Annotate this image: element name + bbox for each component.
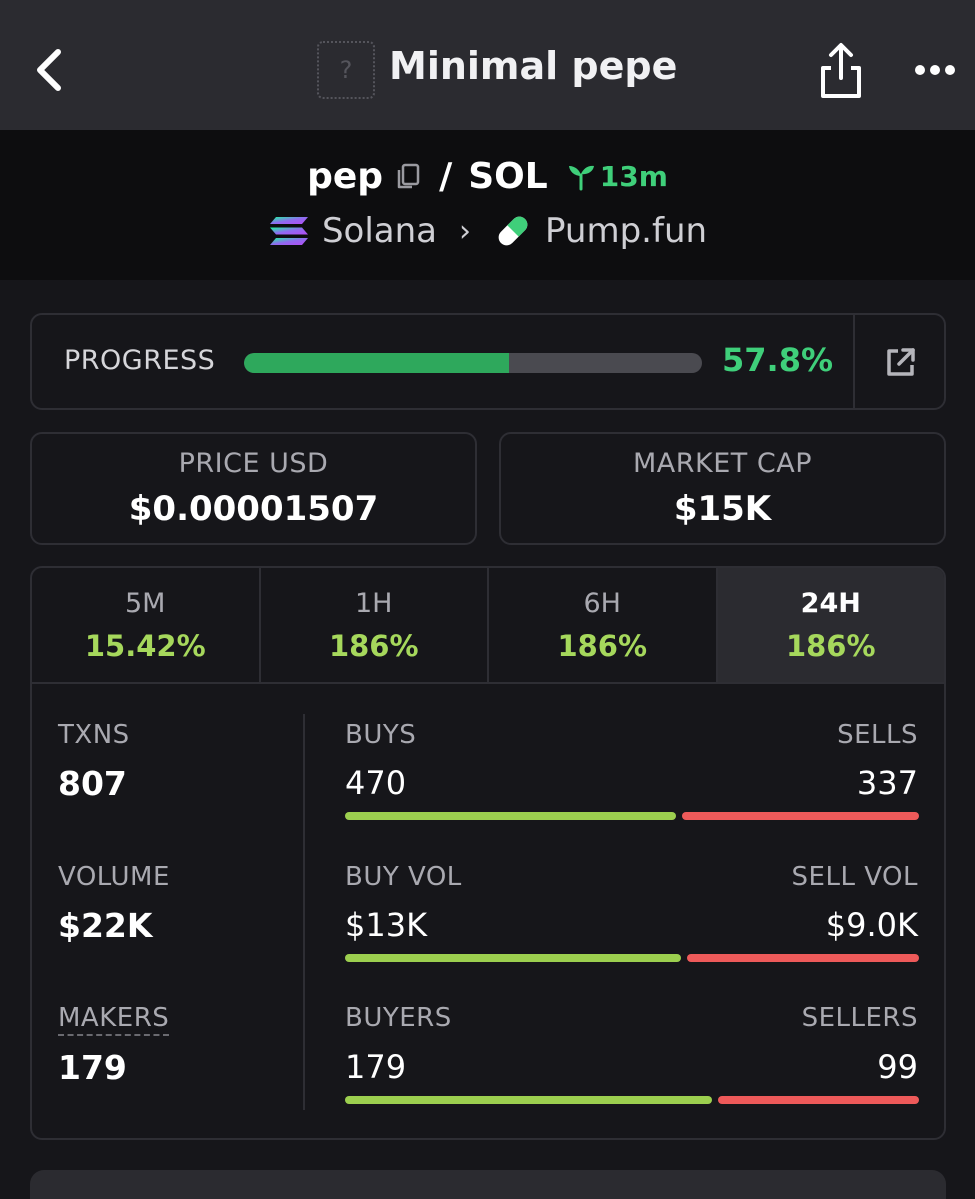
volume-label: VOLUME [58, 862, 170, 892]
tab-price-change: 186% [785, 629, 876, 663]
progress-label: PROGRESS [64, 345, 216, 376]
timeframe-tabs: 5M 15.42% 1H 186% 6H 186% 24H 186% [32, 568, 944, 684]
token-image-placeholder: ? [317, 41, 375, 99]
tab-24h[interactable]: 24H 186% [717, 568, 944, 682]
txns-label: TXNS [58, 720, 130, 750]
stats-divider [303, 714, 305, 1110]
makers-value: 179 [58, 1048, 127, 1087]
buyers-bar [345, 1096, 712, 1104]
buyers-value: 179 [345, 1048, 407, 1086]
pair-quote-symbol: SOL [468, 155, 548, 197]
market-cap-value: $15K [673, 489, 772, 529]
makers-label[interactable]: MAKERS [58, 1003, 170, 1036]
pair-age: 13m [566, 160, 668, 193]
sell-vol-value: $9.0K [825, 906, 918, 944]
tab-label: 6H [583, 588, 621, 619]
pair-base-symbol: pep [307, 155, 384, 197]
market-cap-label: MARKET CAP [633, 448, 812, 479]
sell-vol-bar [687, 954, 919, 962]
top-nav-bar: ? Minimal pepe [0, 0, 975, 130]
dex-name[interactable]: Pump.fun [545, 211, 708, 251]
market-cap-card: MARKET CAP $15K [499, 432, 946, 545]
buy-vol-label: BUY VOL [345, 862, 462, 892]
pair-separator: / [439, 155, 453, 197]
price-usd-card: PRICE USD $0.00001507 [30, 432, 477, 545]
solana-logo-icon [269, 217, 308, 245]
tab-price-change: 15.42% [84, 629, 206, 663]
copy-icon[interactable] [393, 161, 423, 191]
buys-value: 470 [345, 764, 407, 802]
chevron-right-icon: › [459, 213, 472, 249]
pill-icon [498, 216, 528, 246]
pair-title-row: pep / SOL 13m [0, 152, 975, 200]
price-usd-value: $0.00001507 [128, 489, 379, 529]
pair-age-value: 13m [599, 159, 668, 193]
buys-label: BUYS [345, 720, 417, 750]
tab-label: 24H [800, 588, 861, 619]
back-button[interactable] [30, 42, 80, 98]
progress-bar-fill [244, 353, 509, 373]
external-link-icon[interactable] [884, 345, 918, 379]
price-usd-label: PRICE USD [178, 448, 329, 479]
buys-bar [345, 812, 676, 820]
share-icon [821, 43, 861, 98]
ellipsis-icon [915, 65, 955, 75]
sellers-bar [718, 1096, 919, 1104]
share-button[interactable] [814, 40, 868, 100]
progress-bar [244, 353, 702, 373]
sellers-label: SELLERS [801, 1003, 918, 1033]
more-options-button[interactable] [910, 52, 960, 88]
tab-6h[interactable]: 6H 186% [489, 568, 718, 682]
tab-price-change: 186% [557, 629, 648, 663]
buy-vol-bar [345, 954, 681, 962]
bonding-progress-panel: PROGRESS 57.8% [30, 313, 946, 410]
tab-1h[interactable]: 1H 186% [261, 568, 489, 682]
next-panel [30, 1170, 946, 1199]
sells-bar [682, 812, 919, 820]
volume-value: $22K [58, 906, 153, 945]
progress-value: 57.8% [722, 341, 834, 379]
buyers-label: BUYERS [345, 1003, 452, 1033]
tab-price-change: 186% [328, 629, 419, 663]
pair-header [0, 130, 975, 280]
divider [853, 315, 855, 410]
sellers-value: 99 [877, 1048, 918, 1086]
stats-panel: 5M 15.42% 1H 186% 6H 186% 24H 186% TXNS … [30, 566, 946, 1140]
sell-vol-label: SELL VOL [791, 862, 918, 892]
seedling-icon [568, 165, 594, 191]
chain-name[interactable]: Solana [321, 211, 438, 251]
page-title: Minimal pepe [389, 44, 678, 88]
tab-5m[interactable]: 5M 15.42% [32, 568, 261, 682]
sells-label: SELLS [837, 720, 918, 750]
sells-value: 337 [856, 764, 918, 802]
buy-vol-value: $13K [345, 906, 428, 944]
chevron-left-icon [37, 49, 61, 91]
tab-label: 1H [355, 588, 393, 619]
txns-value: 807 [58, 764, 127, 803]
tab-label: 5M [125, 588, 166, 619]
chain-breadcrumb: Solana › Pump.fun [0, 206, 975, 256]
